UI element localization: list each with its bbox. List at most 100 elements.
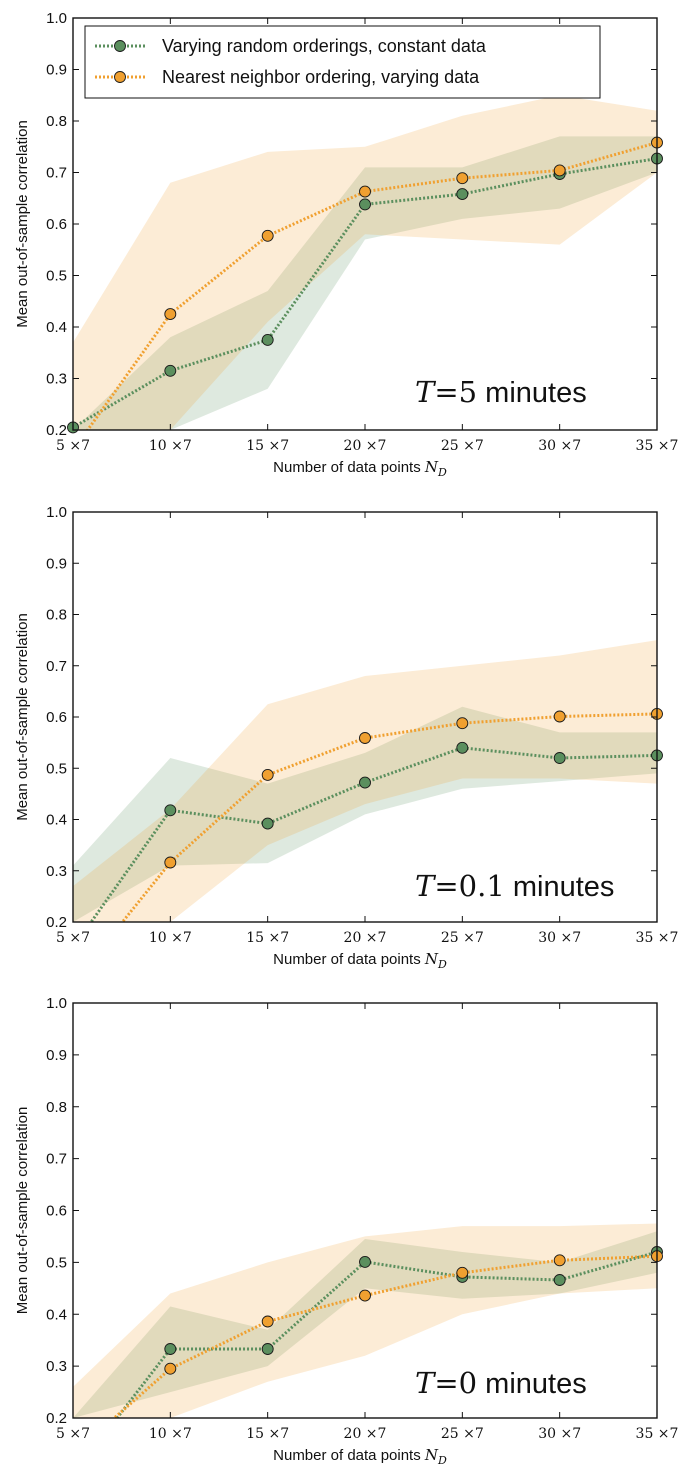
y-tick-label: 1.0 (46, 10, 67, 27)
chart-panel-1: 0.2 0.3 0.4 0.5 0.6 0.7 0.8 0.9 1.0 5 ×7 10 ×7 15 ×… (14, 10, 678, 479)
x-axis-label-symbol: N (424, 458, 439, 476)
x-tick-label: 10 ×7 (149, 930, 192, 946)
legend-label-2: Nearest neighbor ordering, varying data (162, 67, 480, 87)
legend-marker-2 (114, 71, 126, 83)
annotation-equals: = (434, 1366, 458, 1400)
x-tick-label: 25 ×7 (441, 930, 484, 946)
confidence-band-series-1 (73, 1231, 657, 1418)
chart-panel-2: 0.2 0.3 0.4 0.5 0.6 0.7 0.8 0.9 1.0 5 ×7 10 ×7 15 ×… (14, 504, 679, 971)
legend-marker-1 (114, 40, 126, 52)
x-axis-label-symbol: N (424, 1446, 439, 1464)
chart-panel-3: 0.2 0.3 0.4 0.5 0.6 0.7 0.8 0.9 1.0 5 ×7 10 ×7 15 ×… (14, 995, 679, 1467)
x-tick-label: 35 ×7 (636, 930, 679, 946)
x-tick-label: 25 ×7 (441, 438, 484, 454)
x-tick-label: 20 ×7 (344, 438, 387, 454)
y-tick-label: 0.5 (46, 760, 67, 777)
confidence-band-series-2 (73, 1223, 657, 1418)
x-tick-label: 35 ×7 (636, 1426, 679, 1442)
data-point-s2-4 (359, 185, 371, 198)
data-point-s1-5 (456, 188, 469, 201)
y-axis-label: Mean out-of-sample correlation (14, 613, 31, 821)
annotation-unit: minutes (477, 377, 587, 409)
data-point-s2-5 (456, 1266, 469, 1279)
x-tick-label: 5 ×7 (56, 930, 90, 946)
y-tick-label: 0.5 (46, 268, 67, 285)
x-tick-label: 15 ×7 (246, 930, 289, 946)
annotation-symbol: T (415, 869, 437, 903)
y-tick-label: 0.4 (46, 1306, 67, 1323)
data-point-s1-6 (553, 1274, 566, 1286)
x-tick-label: 35 ×7 (636, 438, 679, 454)
data-point-s2-6 (553, 710, 566, 723)
y-tick-label: 0.5 (46, 1254, 67, 1271)
data-point-s1-2 (164, 804, 177, 817)
data-point-s2-4 (359, 1289, 371, 1302)
x-tick-label: 5 ×7 (56, 1426, 90, 1442)
y-tick-label: 0.6 (46, 709, 67, 726)
legend-label-1: Varying random orderings, constant data (162, 36, 487, 56)
y-tick-label: 0.6 (46, 216, 67, 233)
data-point-s2-4 (359, 732, 371, 744)
annotation-symbol: T (415, 375, 437, 409)
y-tick-label: 0.2 (46, 1410, 67, 1427)
x-axis-label: Number of data points ND (273, 950, 447, 971)
panel-annotation: T=5 minutes (415, 375, 587, 409)
data-point-s2-5 (456, 717, 469, 730)
x-tick-label: 30 ×7 (538, 930, 581, 946)
data-point-s1-6 (553, 752, 566, 764)
x-axis-label-subscript: D (437, 1454, 447, 1467)
x-tick-label: 20 ×7 (344, 1426, 387, 1442)
y-tick-label: 0.3 (46, 371, 67, 388)
data-point-s1-4 (359, 1255, 371, 1268)
x-axis-label-text: Number of data points (273, 951, 425, 968)
y-axis-label: Mean out-of-sample correlation (14, 120, 31, 328)
y-tick-label: 0.9 (46, 1047, 67, 1064)
y-tick-label: 0.2 (46, 914, 67, 931)
data-point-s1-4 (359, 776, 371, 789)
annotation-value: 0.1 (459, 869, 505, 903)
annotation-value: 0 (459, 1366, 477, 1400)
legend: Varying random orderings, constant data N… (84, 25, 601, 99)
panel-annotation: T=0 minutes (415, 1366, 587, 1400)
data-point-s2-3 (261, 768, 274, 781)
x-tick-label: 20 ×7 (344, 930, 387, 946)
data-point-s2-2 (164, 856, 177, 869)
annotation-equals: = (434, 375, 458, 409)
x-tick-label: 10 ×7 (149, 438, 192, 454)
y-tick-label: 0.9 (46, 555, 67, 572)
data-point-s2-5 (456, 172, 469, 185)
y-tick-label: 0.7 (46, 658, 67, 675)
y-tick-label: 0.7 (46, 1151, 67, 1168)
x-axis-label-text: Number of data points (273, 1447, 425, 1464)
confidence-band-series-2 (73, 95, 657, 430)
x-tick-label: 30 ×7 (538, 1426, 581, 1442)
annotation-unit: minutes (505, 871, 615, 903)
annotation-equals: = (434, 869, 458, 903)
annotation-unit: minutes (477, 1368, 587, 1400)
x-tick-label: 5 ×7 (56, 438, 90, 454)
legend-box (84, 25, 601, 99)
data-point-s2-6 (553, 1254, 566, 1267)
y-tick-label: 0.8 (46, 607, 67, 624)
confidence-band-series-1 (73, 706, 657, 922)
y-tick-label: 0.9 (46, 62, 67, 79)
data-point-s2-2 (164, 1362, 177, 1375)
y-tick-label: 0.3 (46, 863, 67, 880)
data-point-s2-3 (261, 229, 274, 242)
y-tick-label: 0.6 (46, 1203, 67, 1220)
x-axis-label: Number of data points ND (273, 458, 447, 479)
x-axis-label-symbol: N (424, 950, 439, 968)
x-tick-label: 30 ×7 (538, 438, 581, 454)
annotation-symbol: T (415, 1366, 437, 1400)
y-tick-label: 0.7 (46, 165, 67, 182)
y-tick-label: 1.0 (46, 504, 67, 521)
data-point-s2-3 (261, 1315, 274, 1328)
confidence-band-series-1 (73, 136, 657, 430)
data-point-s1-2 (164, 1343, 177, 1355)
y-tick-label: 0.8 (46, 113, 67, 130)
x-axis-label: Number of data points ND (273, 1446, 447, 1467)
y-tick-label: 0.2 (46, 422, 67, 439)
data-point-s2-2 (164, 308, 177, 321)
data-point-s1-4 (359, 198, 371, 211)
